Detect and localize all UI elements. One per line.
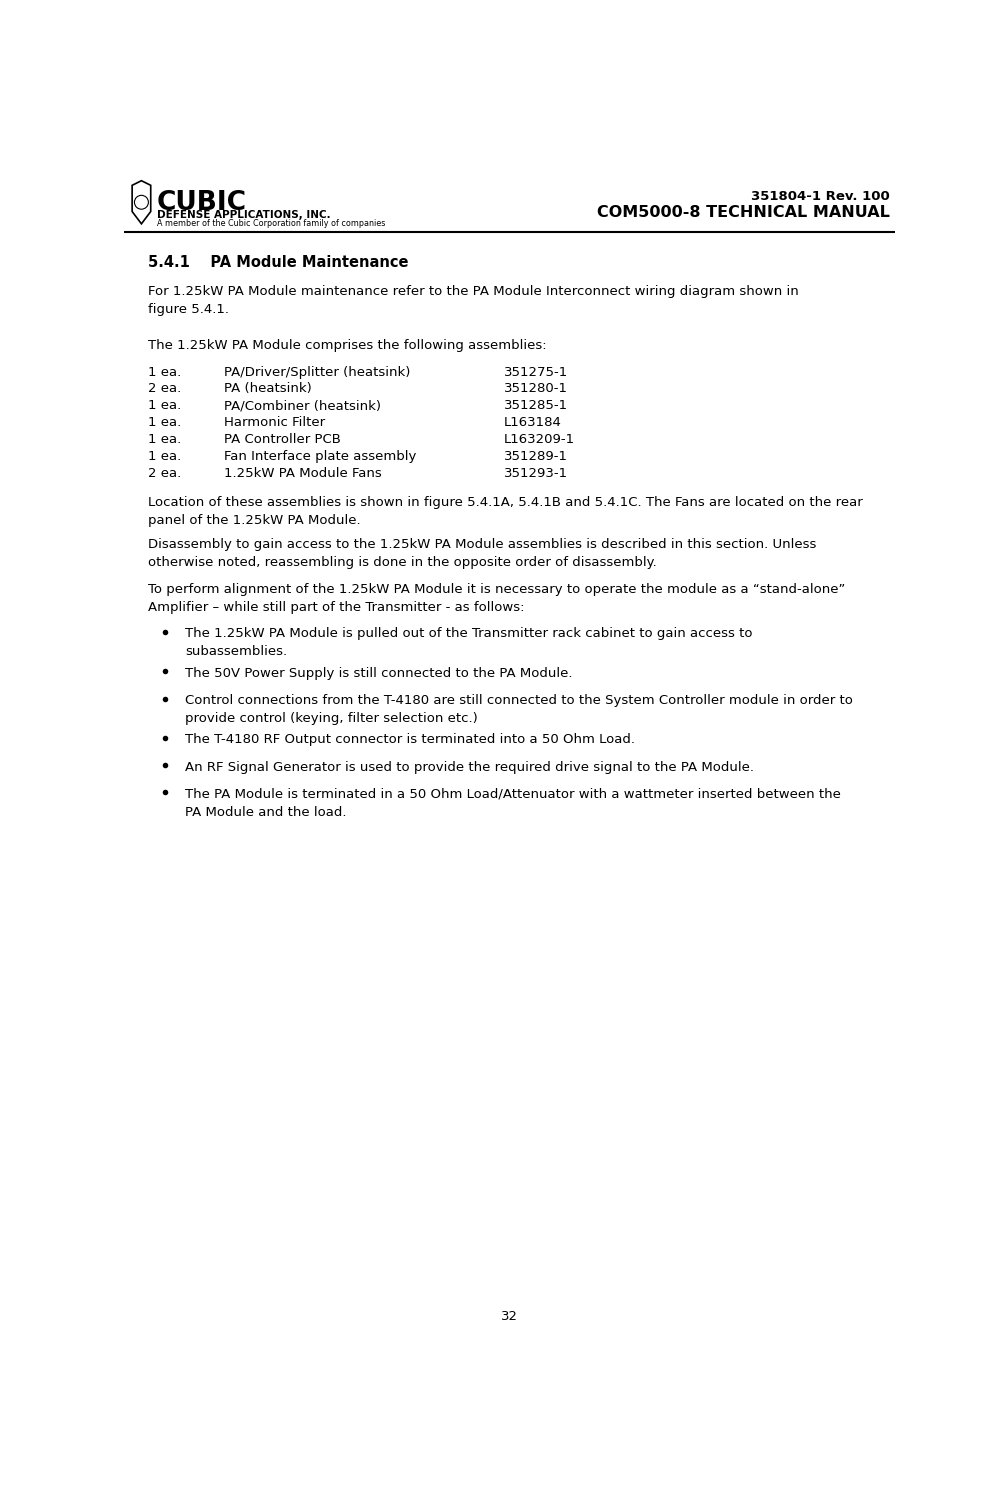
Text: Harmonic Filter: Harmonic Filter bbox=[224, 417, 324, 430]
Text: Fan Interface plate assembly: Fan Interface plate assembly bbox=[224, 451, 415, 463]
Polygon shape bbox=[132, 181, 150, 224]
Text: 1 ea.: 1 ea. bbox=[147, 451, 181, 463]
Text: 351289-1: 351289-1 bbox=[504, 451, 568, 463]
Text: L163209-1: L163209-1 bbox=[504, 433, 575, 446]
Text: 351285-1: 351285-1 bbox=[504, 400, 568, 412]
Text: The 50V Power Supply is still connected to the PA Module.: The 50V Power Supply is still connected … bbox=[185, 666, 572, 679]
Text: L163184: L163184 bbox=[504, 417, 562, 430]
Text: 1 ea.: 1 ea. bbox=[147, 400, 181, 412]
Text: PA Controller PCB: PA Controller PCB bbox=[224, 433, 340, 446]
Text: An RF Signal Generator is used to provide the required drive signal to the PA Mo: An RF Signal Generator is used to provid… bbox=[185, 760, 753, 773]
Text: DEFENSE APPLICATIONS, INC.: DEFENSE APPLICATIONS, INC. bbox=[157, 211, 330, 219]
Text: COM5000-8 TECHNICAL MANUAL: COM5000-8 TECHNICAL MANUAL bbox=[596, 205, 890, 219]
Text: CUBIC: CUBIC bbox=[157, 190, 247, 216]
Text: 5.4.1    PA Module Maintenance: 5.4.1 PA Module Maintenance bbox=[147, 255, 408, 270]
Text: 1 ea.: 1 ea. bbox=[147, 366, 181, 379]
Text: The 1.25kW PA Module is pulled out of the Transmitter rack cabinet to gain acces: The 1.25kW PA Module is pulled out of th… bbox=[185, 627, 751, 658]
Text: Location of these assemblies is shown in figure 5.4.1A, 5.4.1B and 5.4.1C. The F: Location of these assemblies is shown in… bbox=[147, 496, 862, 527]
Text: To perform alignment of the 1.25kW PA Module it is necessary to operate the modu: To perform alignment of the 1.25kW PA Mo… bbox=[147, 582, 844, 614]
Text: The PA Module is terminated in a 50 Ohm Load/Attenuator with a wattmeter inserte: The PA Module is terminated in a 50 Ohm … bbox=[185, 788, 840, 818]
Text: 2 ea.: 2 ea. bbox=[147, 467, 181, 481]
Text: PA (heatsink): PA (heatsink) bbox=[224, 382, 311, 396]
Text: 351804-1 Rev. 100: 351804-1 Rev. 100 bbox=[750, 190, 890, 203]
Text: 1.25kW PA Module Fans: 1.25kW PA Module Fans bbox=[224, 467, 381, 481]
Text: 1 ea.: 1 ea. bbox=[147, 417, 181, 430]
Text: 1 ea.: 1 ea. bbox=[147, 433, 181, 446]
Text: 351275-1: 351275-1 bbox=[504, 366, 568, 379]
Text: For 1.25kW PA Module maintenance refer to the PA Module Interconnect wiring diag: For 1.25kW PA Module maintenance refer t… bbox=[147, 285, 797, 317]
Text: 351280-1: 351280-1 bbox=[504, 382, 568, 396]
Text: 351293-1: 351293-1 bbox=[504, 467, 568, 481]
Text: A member of the Cubic Corporation family of companies: A member of the Cubic Corporation family… bbox=[157, 219, 385, 228]
Text: Control connections from the T-4180 are still connected to the System Controller: Control connections from the T-4180 are … bbox=[185, 694, 852, 726]
Text: Disassembly to gain access to the 1.25kW PA Module assemblies is described in th: Disassembly to gain access to the 1.25kW… bbox=[147, 537, 815, 569]
Text: 32: 32 bbox=[501, 1309, 518, 1323]
Text: The 1.25kW PA Module comprises the following assemblies:: The 1.25kW PA Module comprises the follo… bbox=[147, 339, 546, 352]
Text: The T-4180 RF Output connector is terminated into a 50 Ohm Load.: The T-4180 RF Output connector is termin… bbox=[185, 733, 634, 746]
Text: PA/Driver/Splitter (heatsink): PA/Driver/Splitter (heatsink) bbox=[224, 366, 410, 379]
Text: PA/Combiner (heatsink): PA/Combiner (heatsink) bbox=[224, 400, 380, 412]
Text: 2 ea.: 2 ea. bbox=[147, 382, 181, 396]
